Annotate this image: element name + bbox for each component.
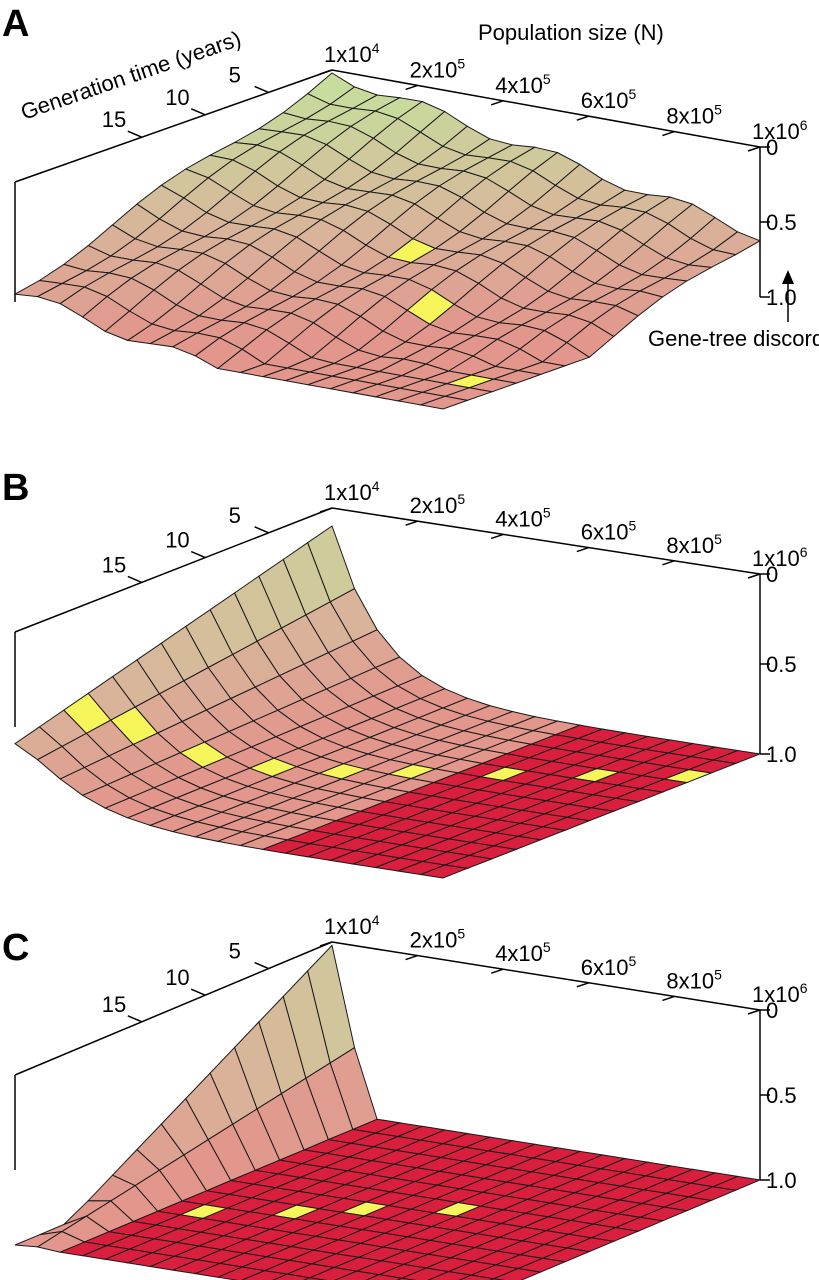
x-tick-mark bbox=[576, 115, 590, 121]
back-top-edge bbox=[331, 69, 761, 148]
y-tick-label: 5 bbox=[229, 62, 241, 87]
y-tick-mark bbox=[254, 85, 269, 94]
panel-letter: A bbox=[2, 3, 29, 45]
panel-c: C 1x104 2x105 4x105 6x105 8x105 1x106 5 10 15 0 0.5… bbox=[2, 912, 808, 1280]
back-top-edge bbox=[331, 941, 761, 1011]
y-tick-mark bbox=[127, 130, 143, 138]
y-tick-mark bbox=[190, 108, 206, 116]
panel-letter: B bbox=[2, 467, 29, 509]
y-tick-label: 15 bbox=[102, 107, 126, 132]
x-tick-label: 1x104 bbox=[324, 40, 380, 67]
panel-letter: C bbox=[2, 927, 29, 969]
x-tick-label: 8x105 bbox=[666, 102, 722, 129]
back-top-edge bbox=[331, 507, 761, 575]
x-tick-label: 6x105 bbox=[581, 953, 637, 980]
x-tick-mark bbox=[576, 546, 590, 553]
x-tick-mark bbox=[662, 130, 675, 137]
x-tick-label: 2x105 bbox=[410, 491, 466, 518]
x-tick-mark bbox=[319, 507, 333, 513]
x-tick-mark bbox=[747, 573, 761, 579]
x-tick-label: 8x105 bbox=[666, 531, 722, 558]
x-tick-mark bbox=[747, 146, 761, 152]
x-tick-mark bbox=[662, 995, 675, 1002]
z-tick-label: 0.5 bbox=[766, 1083, 797, 1108]
z-tick-label: 0.5 bbox=[766, 210, 797, 235]
y-tick-mark bbox=[190, 988, 206, 996]
x-tick-label: 4x105 bbox=[495, 71, 551, 98]
y-tick-label: 15 bbox=[102, 552, 126, 577]
y-tick-mark bbox=[190, 550, 206, 559]
y-tick-label: 10 bbox=[165, 528, 189, 553]
x-tick-label: 2x105 bbox=[410, 926, 466, 953]
x-tick-mark bbox=[576, 982, 590, 988]
left-top-edge bbox=[14, 941, 333, 1076]
z-tick-label: 1.0 bbox=[766, 742, 797, 767]
x-tick-label: 1x104 bbox=[324, 478, 380, 505]
panel-a: A 1x104 2x105 4x105 6x105 8x105 1x106 5 10 15 0 0.5… bbox=[2, 3, 808, 410]
z-tick-label: 1.0 bbox=[766, 285, 797, 310]
x-tick-label: 2x105 bbox=[410, 55, 466, 82]
x-axis-title: Population size (N) bbox=[478, 20, 664, 45]
x-tick-mark bbox=[747, 1009, 761, 1015]
x-tick-mark bbox=[405, 954, 418, 961]
z-tick-label: 1.0 bbox=[766, 1168, 797, 1193]
x-tick-label: 4x105 bbox=[495, 504, 551, 531]
z-tick-label: 0 bbox=[766, 998, 778, 1023]
x-tick-label: 1x106 bbox=[752, 544, 808, 571]
y-tick-mark bbox=[127, 1015, 143, 1023]
y-tick-label: 15 bbox=[102, 992, 126, 1017]
surface-cell bbox=[458, 1274, 496, 1280]
x-tick-mark bbox=[319, 69, 333, 75]
y-tick-mark bbox=[127, 575, 143, 584]
surface-cell bbox=[14, 726, 63, 761]
surface-cell bbox=[13, 279, 64, 298]
x-tick-label: 1x104 bbox=[324, 912, 380, 939]
x-tick-label: 1x106 bbox=[752, 980, 808, 1007]
x-tick-mark bbox=[490, 533, 504, 540]
z-axis-arrow-head bbox=[782, 270, 794, 284]
surface-cell bbox=[14, 1231, 63, 1248]
x-tick-mark bbox=[662, 560, 675, 566]
y-tick-label: 10 bbox=[165, 965, 189, 990]
x-tick-mark bbox=[490, 100, 504, 106]
x-tick-label: 4x105 bbox=[495, 939, 551, 966]
panel-b: B 1x104 2x105 4x105 6x105 8x105 1x106 5 10 15 0 0.5… bbox=[2, 467, 808, 879]
x-tick-mark bbox=[490, 968, 504, 974]
y-tick-label: 10 bbox=[165, 85, 189, 110]
x-tick-label: 8x105 bbox=[666, 966, 722, 993]
y-tick-mark bbox=[254, 961, 269, 970]
z-tick-label: 0 bbox=[766, 562, 778, 587]
x-tick-label: 6x105 bbox=[581, 518, 637, 545]
y-tick-label: 5 bbox=[229, 503, 241, 528]
left-top-edge bbox=[14, 69, 333, 183]
surface-cell bbox=[271, 1273, 312, 1280]
x-tick-mark bbox=[405, 520, 418, 526]
x-tick-label: 1x106 bbox=[752, 117, 808, 144]
z-tick-label: 0 bbox=[766, 135, 778, 160]
y-tick-label: 5 bbox=[229, 939, 241, 964]
y-axis-title: Generation time (years) bbox=[17, 26, 244, 125]
z-tick-label: 0.5 bbox=[766, 652, 797, 677]
x-tick-mark bbox=[405, 84, 418, 91]
left-top-edge bbox=[14, 507, 333, 633]
z-axis-title: Gene-tree discord bbox=[648, 326, 819, 351]
x-tick-mark bbox=[319, 941, 333, 947]
x-tick-label: 6x105 bbox=[581, 86, 637, 113]
y-tick-mark bbox=[254, 526, 269, 534]
surface-cell bbox=[365, 1274, 404, 1280]
